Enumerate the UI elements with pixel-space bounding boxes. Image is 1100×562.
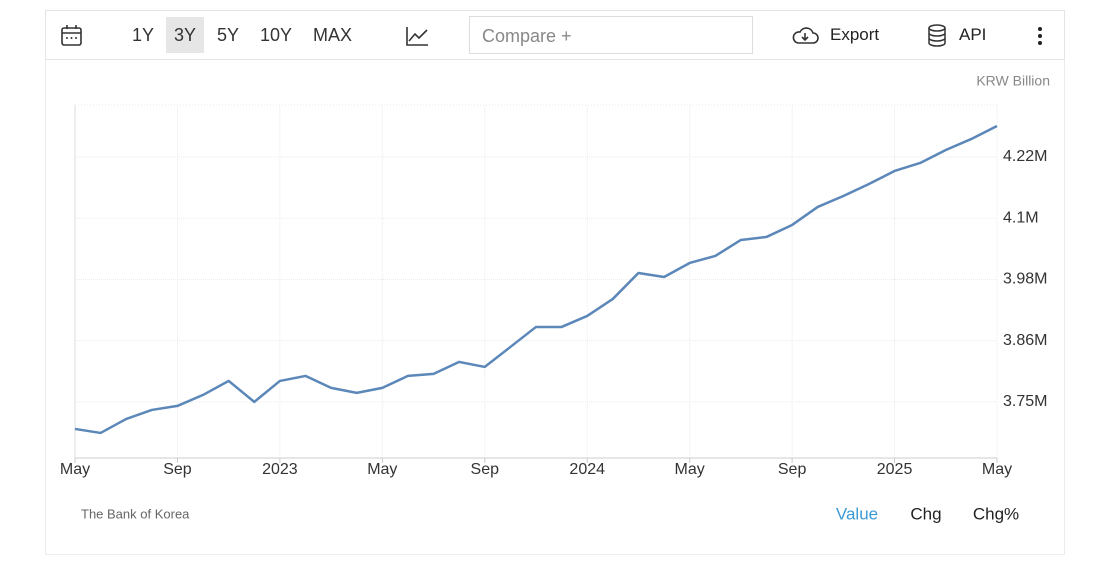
- api-icon[interactable]: [926, 23, 948, 49]
- toolbar: 1Y 3Y 5Y 10Y MAX Compare + Export API: [45, 10, 1065, 60]
- range-button[interactable]: 10Y: [260, 25, 293, 45]
- data-line: [74, 124, 998, 435]
- range-button[interactable]: 5Y: [217, 25, 240, 45]
- calendar-icon[interactable]: [60, 24, 84, 48]
- y-tick-label: 3.98M: [1003, 271, 1047, 288]
- x-tick-label: 2023: [262, 461, 298, 478]
- x-tick-label: 2024: [569, 461, 605, 478]
- range-button[interactable]: 3Y: [166, 17, 205, 53]
- api-button[interactable]: API: [959, 25, 987, 44]
- export-button[interactable]: Export: [830, 25, 880, 44]
- y-tick-label: 3.86M: [1003, 332, 1047, 349]
- y-tick-label: 4.22M: [1003, 148, 1047, 165]
- more-menu[interactable]: [1036, 26, 1044, 46]
- x-tick-label: 2025: [877, 461, 913, 478]
- source: The Bank of Korea: [81, 506, 190, 521]
- x-tick-label: May: [60, 461, 90, 478]
- x-tick-label: Sep: [778, 461, 807, 478]
- range-button[interactable]: 1Y: [132, 25, 155, 45]
- x-tick-label: Sep: [471, 461, 500, 478]
- chart-type-icon[interactable]: [404, 24, 430, 48]
- view-toggle[interactable]: Chg%: [973, 504, 1019, 523]
- y-tick-label: 3.75M: [1003, 393, 1047, 410]
- export-icon[interactable]: [790, 25, 820, 47]
- view-toggle[interactable]: Chg: [910, 504, 941, 523]
- compare-input[interactable]: Compare +: [469, 16, 753, 54]
- range-button[interactable]: MAX: [313, 25, 353, 45]
- x-tick-label: May: [982, 461, 1012, 478]
- unit-label: KRW Billion: [976, 73, 1050, 89]
- view-toggle[interactable]: Value: [836, 504, 878, 523]
- x-tick-label: Sep: [163, 461, 192, 478]
- y-tick-label: 4.1M: [1003, 209, 1039, 226]
- x-tick-label: May: [367, 461, 397, 478]
- x-tick-label: May: [675, 461, 705, 478]
- chart-card: [45, 60, 1065, 555]
